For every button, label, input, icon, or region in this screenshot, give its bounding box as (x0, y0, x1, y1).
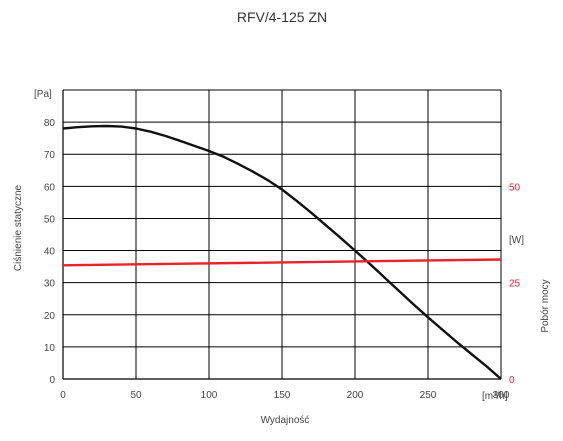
y-tick-label: 0 (49, 375, 55, 386)
y-tick-label: 70 (44, 150, 56, 161)
y2-tick-label: 25 (509, 279, 521, 290)
y-tick-label: 50 (44, 214, 56, 225)
y-axis-ticks: 0 10 20 30 40 50 60 70 80 (44, 118, 56, 386)
y2-axis-ticks: 0 25 50 (509, 182, 521, 386)
y2-tick-label: 0 (509, 375, 515, 386)
y2-axis-title: Pobór mocy (540, 279, 551, 332)
y-tick-label: 10 (44, 343, 56, 354)
y-unit-label: [Pa] (34, 89, 52, 100)
x-axis-title: Wydajność (261, 415, 310, 426)
chart-title: RFV/4-125 ZN (237, 9, 327, 25)
y2-unit-label: [W] (509, 235, 524, 246)
chart-series (62, 124, 502, 380)
y-axis-title: Ciśnienie statyczne (13, 184, 24, 271)
y2-tick-label: 50 (509, 182, 521, 193)
chart-grid (63, 89, 502, 379)
y-tick-label: 30 (44, 279, 56, 290)
y-tick-label: 20 (44, 311, 56, 322)
y-tick-label: 40 (44, 247, 56, 258)
x-tick-label: 250 (420, 390, 437, 401)
x-tick-label: 100 (201, 390, 218, 401)
y-tick-label: 60 (44, 182, 56, 193)
x-tick-label: 50 (130, 390, 142, 401)
plot-frame (62, 90, 501, 380)
y-tick-label: 80 (44, 118, 56, 129)
x-tick-label: 300 (493, 390, 510, 401)
pressure-curve (62, 124, 502, 380)
x-unit-label: [m³/h] (482, 391, 508, 402)
x-tick-label: 0 (60, 390, 66, 401)
power-curve (62, 258, 502, 267)
x-axis-ticks: 0 50 100 150 200 250 300 (60, 390, 510, 401)
x-tick-label: 200 (347, 390, 364, 401)
x-tick-label: 150 (274, 390, 291, 401)
